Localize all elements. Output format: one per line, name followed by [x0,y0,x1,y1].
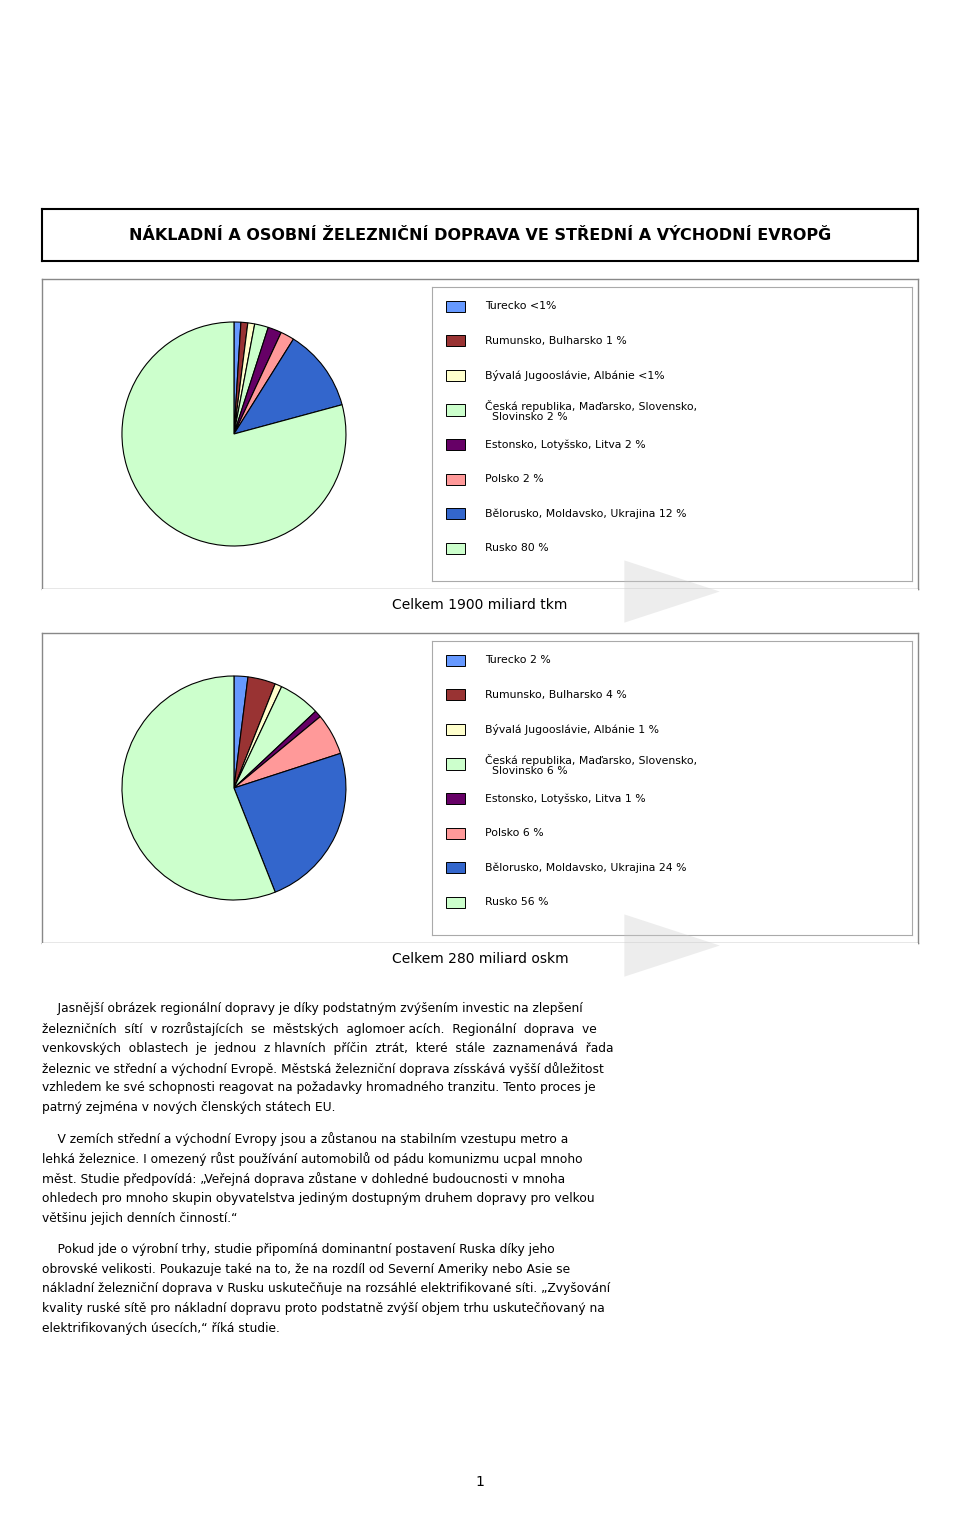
Bar [446,474,465,485]
Text: Turecko 2 %: Turecko 2 % [485,654,550,665]
Text: V zemích střední a východní Evropy jsou a zůstanou na stabilním vzestupu metro a: V zemích střední a východní Evropy jsou … [42,1133,568,1147]
Text: Rusko 56 %: Rusko 56 % [485,897,548,907]
Bar [446,542,465,554]
Text: Polsko 2 %: Polsko 2 % [485,474,543,485]
Text: NÁKLADNÍ A OSOBNÍ ŽELEZNIČNÍ DOPRAVA VE STŘEDNÍ A VÝCHODNÍ EVROPĞ: NÁKLADNÍ A OSOBNÍ ŽELEZNIČNÍ DOPRAVA VE … [129,227,831,242]
Text: železnic ve střední a východní Evropě. Městská železniční doprava zísskává vyšší: železnic ve střední a východní Evropě. M… [42,1062,604,1076]
Text: ►: ► [624,529,720,650]
Text: Polsko 6 %: Polsko 6 % [485,829,543,838]
Text: Bělorusko, Moldavsko, Ukrajina 12 %: Bělorusko, Moldavsko, Ukrajina 12 % [485,509,686,520]
Text: Pokud jde o výrobní trhy, studie připomíná dominantní postavení Ruska díky jeho: Pokud jde o výrobní trhy, studie připomí… [42,1242,555,1256]
Text: nákladní železniční doprava v Rusku uskutečňuje na rozsáhlé elektrifikované síti: nákladní železniční doprava v Rusku usku… [42,1282,611,1295]
Wedge shape [234,712,321,788]
Wedge shape [234,753,346,892]
Bar [446,370,465,380]
Bar [446,335,465,347]
Wedge shape [234,327,281,433]
Text: měst. Studie předpovídá: „Veřejná doprava zůstane v dohledné budoucnosti v mnoha: měst. Studie předpovídá: „Veřejná doprav… [42,1173,565,1186]
Text: Slovinsko 2 %: Slovinsko 2 % [485,412,567,423]
Text: venkovských  oblastech  je  jednou  z hlavních  příčin  ztrát,  které  stále  za: venkovských oblastech je jednou z hlavní… [42,1042,613,1054]
Wedge shape [234,717,341,788]
Bar [446,862,465,873]
Text: Celkem 1900 miliard tkm: Celkem 1900 miliard tkm [393,598,567,612]
Text: ►: ► [624,883,720,1004]
Text: většinu jejich denních činností.“: většinu jejich denních činností.“ [42,1212,237,1224]
Wedge shape [234,323,248,433]
Bar [446,792,465,804]
Bar [446,689,465,700]
Bar [446,654,465,665]
Text: lehká železnice. I omezený růst používání automobilů od pádu komunizmu ucpal mno: lehká železnice. I omezený růst používán… [42,1153,583,1167]
Text: Rumunsko, Bulharsko 1 %: Rumunsko, Bulharsko 1 % [485,336,627,345]
Text: vzhledem ke své schopnosti reagovat na požadavky hromadného tranzitu. Tento proc: vzhledem ke své schopnosti reagovat na p… [42,1082,595,1094]
Wedge shape [234,683,281,788]
Text: Turecko <1%: Turecko <1% [485,301,556,311]
Text: ohledech pro mnoho skupin obyvatelstva jediným dostupným druhem dopravy pro velk: ohledech pro mnoho skupin obyvatelstva j… [42,1192,594,1204]
Text: Estonsko, Lotyšsko, Litva 1 %: Estonsko, Lotyšsko, Litva 1 % [485,794,645,804]
Text: Estonsko, Lotyšsko, Litva 2 %: Estonsko, Lotyšsko, Litva 2 % [485,439,645,450]
Text: Bývalá Jugooslávie, Albánie 1 %: Bývalá Jugooslávie, Albánie 1 % [485,724,659,735]
Text: Rusko 80 %: Rusko 80 % [485,544,548,553]
Bar [446,300,465,312]
Text: Česká republika, Maďarsko, Slovensko,: Česká republika, Maďarsko, Slovensko, [485,753,697,765]
Wedge shape [234,676,248,788]
Wedge shape [234,339,342,433]
Wedge shape [234,686,316,788]
Text: obrovské velikosti. Poukazuje také na to, že na rozdíl od Severní Ameriky nebo A: obrovské velikosti. Poukazuje také na to… [42,1262,570,1276]
Wedge shape [234,323,241,433]
Bar [446,439,465,450]
Wedge shape [234,324,268,433]
Text: kvality ruské sítě pro nákladní dopravu proto podstatně zvýší objem trhu uskuteč: kvality ruské sítě pro nákladní dopravu … [42,1303,605,1315]
Text: 1: 1 [475,1476,485,1489]
Text: Rumunsko, Bulharsko 4 %: Rumunsko, Bulharsko 4 % [485,689,627,700]
Wedge shape [234,677,276,788]
Bar [446,827,465,839]
Wedge shape [234,332,294,433]
Bar [446,405,465,415]
Bar [446,759,465,770]
Text: patrný zejména v nových členských státech EU.: patrný zejména v nových členských státec… [42,1101,335,1114]
Text: Jasnější obrázek regionální dopravy je díky podstatným zvýšením investic na zlep: Jasnější obrázek regionální dopravy je d… [42,1003,583,1015]
Text: Celkem 280 miliard oskm: Celkem 280 miliard oskm [392,951,568,967]
Wedge shape [122,323,346,545]
Text: Bývalá Jugooslávie, Albánie <1%: Bývalá Jugooslávie, Albánie <1% [485,370,664,380]
Bar [446,897,465,907]
Text: Česká republika, Maďarsko, Slovensko,: Česká republika, Maďarsko, Slovensko, [485,400,697,412]
Text: železničních  sítí  v rozrůstajících  se  městských  aglomoer acích.  Regionální: železničních sítí v rozrůstajících se mě… [42,1023,597,1036]
Bar [446,724,465,735]
Wedge shape [234,323,254,433]
Text: Slovinsko 6 %: Slovinsko 6 % [485,767,567,776]
Text: elektrifikovaných úsecích,“ říká studie.: elektrifikovaných úsecích,“ říká studie. [42,1323,280,1335]
Text: Bělorusko, Moldavsko, Ukrajina 24 %: Bělorusko, Moldavsko, Ukrajina 24 % [485,862,686,873]
Wedge shape [122,676,276,900]
Bar [446,508,465,520]
